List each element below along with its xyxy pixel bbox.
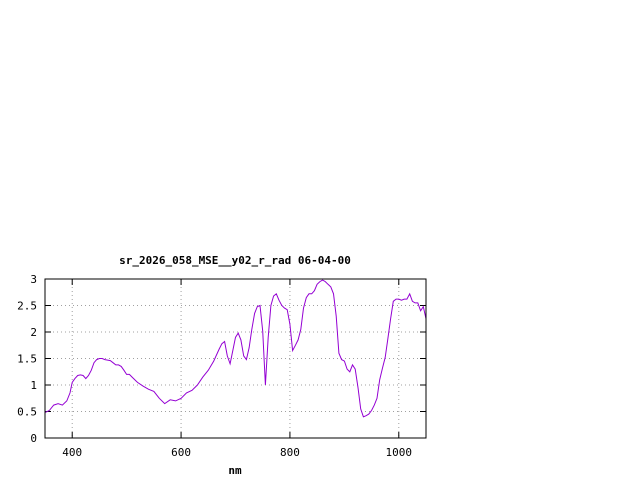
grid-lines: [45, 279, 426, 438]
y-tick-label: 0: [30, 432, 37, 445]
x-tick-label: 400: [62, 446, 82, 459]
y-tick-label: 3: [30, 273, 37, 286]
y-tick-labels: 0 0.5 1 1.5 2 2.5 3: [17, 273, 37, 445]
series-line: [44, 279, 427, 418]
y-tick-label: 0.5: [17, 406, 37, 419]
x-tick-labels: 400 600 800 1000: [62, 446, 412, 459]
y-tick-label: 1.5: [17, 353, 37, 366]
x-tick-label: 800: [280, 446, 300, 459]
x-tick-label: 1000: [386, 446, 413, 459]
x-tick-label: 600: [171, 446, 191, 459]
plot-frame: [44, 278, 427, 439]
x-axis-label: nm: [228, 464, 242, 477]
chart-title: sr_2026_058_MSE__y02_r_rad 06-04-00: [119, 254, 351, 267]
y-tick-label: 2.5: [17, 300, 37, 313]
y-tick-label: 1: [30, 379, 37, 392]
y-tick-label: 2: [30, 326, 37, 339]
